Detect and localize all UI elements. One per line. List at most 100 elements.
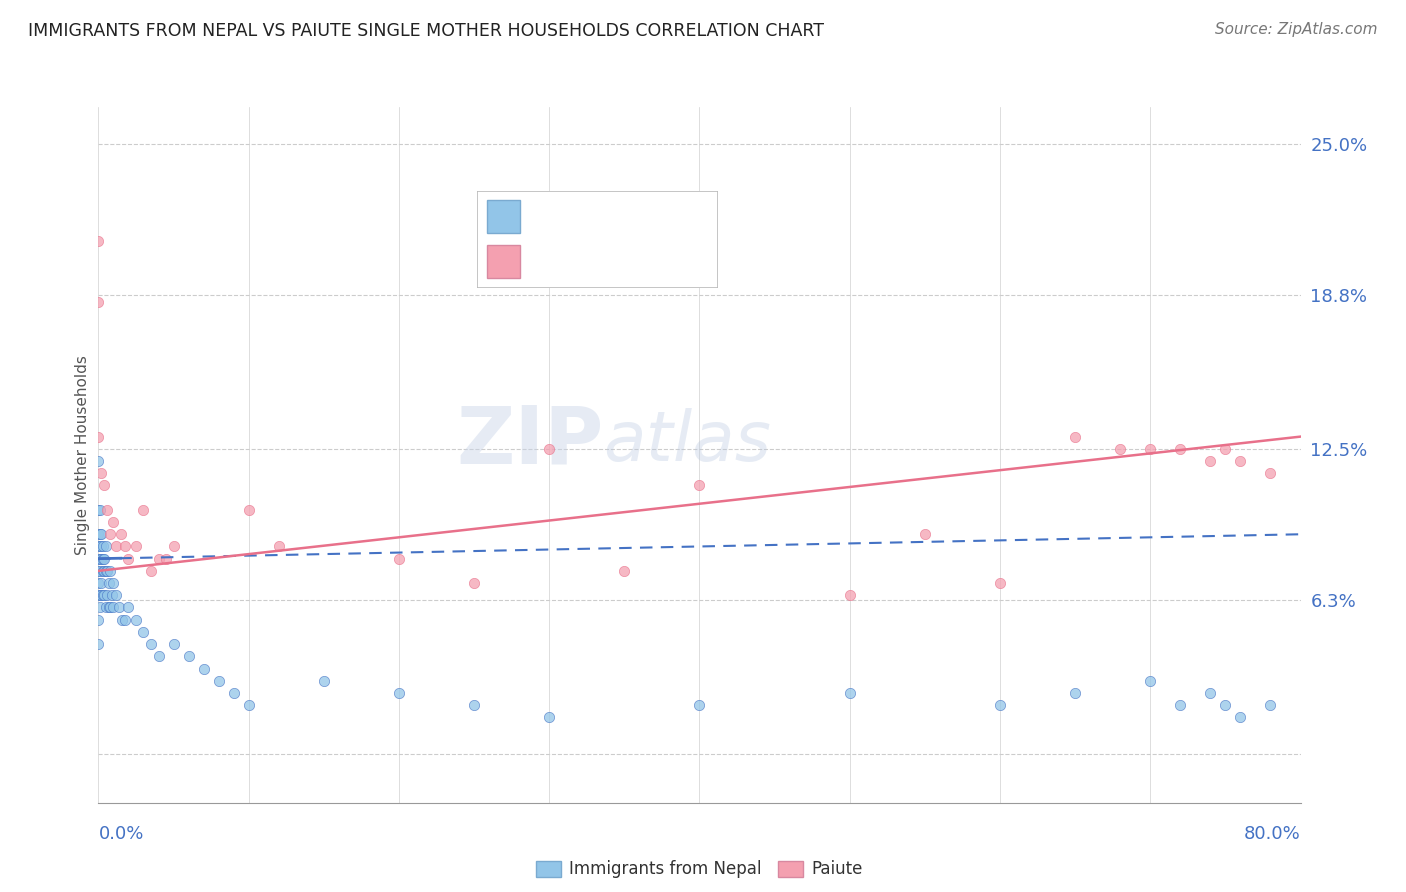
Point [162, 637, 184, 651]
Point [89, 564, 111, 578]
Point [114, 613, 136, 627]
Point [96, 564, 118, 578]
Point [108, 600, 131, 615]
Point [89, 527, 111, 541]
Point [89, 600, 111, 615]
Point [100, 527, 122, 541]
Point [1170, 698, 1192, 713]
Point [132, 624, 155, 639]
Point [94, 540, 117, 554]
Point [96, 588, 118, 602]
Point [1260, 698, 1282, 713]
Point [93, 588, 115, 602]
Point [93, 564, 115, 578]
Point [988, 576, 1011, 591]
Point [87, 637, 110, 651]
Point [105, 540, 128, 554]
Point [103, 600, 125, 615]
Point [1170, 442, 1192, 456]
Point [1139, 673, 1161, 688]
Point [87, 588, 110, 602]
Point [96, 503, 118, 517]
Point [463, 698, 485, 713]
Point [312, 673, 335, 688]
Point [100, 600, 122, 615]
Text: R = 0.017: R = 0.017 [530, 208, 620, 226]
Point [613, 564, 636, 578]
Point [87, 576, 110, 591]
Point [90, 588, 112, 602]
Text: IMMIGRANTS FROM NEPAL VS PAIUTE SINGLE MOTHER HOUSEHOLDS CORRELATION CHART: IMMIGRANTS FROM NEPAL VS PAIUTE SINGLE M… [28, 22, 824, 40]
Text: R = 0.388: R = 0.388 [530, 252, 620, 270]
Point [111, 613, 134, 627]
Point [1260, 467, 1282, 481]
Point [87, 551, 110, 566]
Point [110, 527, 132, 541]
Point [100, 564, 122, 578]
Point [90, 576, 112, 591]
Bar [486, 201, 520, 234]
Point [388, 551, 411, 566]
Point [89, 540, 111, 554]
Point [89, 503, 111, 517]
Text: ZIP: ZIP [456, 402, 603, 480]
Point [538, 442, 561, 456]
Point [988, 698, 1011, 713]
Point [1199, 454, 1222, 468]
Point [94, 600, 117, 615]
Text: atlas: atlas [603, 408, 772, 475]
Point [1229, 454, 1251, 468]
Point [87, 295, 110, 310]
Point [162, 540, 184, 554]
Point [132, 503, 155, 517]
Point [87, 527, 110, 541]
Point [1215, 442, 1237, 456]
Point [87, 454, 110, 468]
Point [105, 588, 128, 602]
Point [139, 564, 162, 578]
Point [91, 564, 114, 578]
Point [87, 503, 110, 517]
Point [1199, 686, 1222, 700]
Text: 80.0%: 80.0% [1244, 825, 1301, 843]
Point [222, 686, 245, 700]
Point [91, 551, 114, 566]
Text: Source: ZipAtlas.com: Source: ZipAtlas.com [1215, 22, 1378, 37]
Point [148, 649, 170, 664]
Point [90, 540, 112, 554]
Point [91, 540, 114, 554]
Point [538, 710, 561, 724]
Point [87, 564, 110, 578]
Point [838, 686, 860, 700]
Point [914, 527, 936, 541]
Point [688, 698, 710, 713]
Point [90, 467, 112, 481]
Point [125, 540, 148, 554]
Point [193, 661, 215, 675]
Point [1064, 429, 1087, 443]
Point [688, 478, 710, 492]
Point [87, 540, 110, 554]
Point [155, 551, 177, 566]
Point [177, 649, 200, 664]
Point [1229, 710, 1251, 724]
Point [1139, 442, 1161, 456]
Point [148, 551, 170, 566]
Point [97, 600, 120, 615]
Legend: Immigrants from Nepal, Paiute: Immigrants from Nepal, Paiute [529, 854, 870, 885]
Y-axis label: Single Mother Households: Single Mother Households [75, 355, 90, 555]
Point [1064, 686, 1087, 700]
Point [91, 588, 114, 602]
Point [125, 613, 148, 627]
Point [90, 527, 112, 541]
Point [89, 551, 111, 566]
Point [238, 698, 260, 713]
Text: N = 70: N = 70 [633, 208, 700, 226]
Point [87, 235, 110, 249]
Point [238, 503, 260, 517]
Point [103, 515, 125, 529]
Point [838, 588, 860, 602]
Point [208, 673, 231, 688]
Point [87, 429, 110, 443]
Point [117, 600, 139, 615]
